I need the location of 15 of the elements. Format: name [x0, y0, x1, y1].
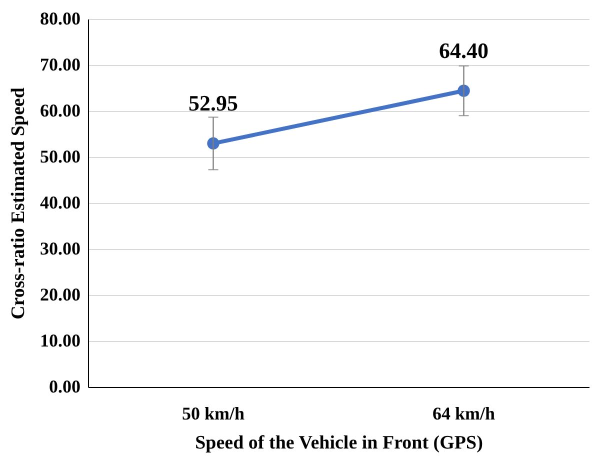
x-tick-label: 64 km/h	[432, 404, 496, 424]
data-label: 52.95	[188, 90, 238, 116]
y-axis-title: Cross-ratio Estimated Speed	[8, 87, 29, 320]
y-tick-label: 40.00	[40, 192, 80, 212]
x-axis-title: Speed of the Vehicle in Front (GPS)	[195, 432, 483, 454]
data-label: 64.40	[439, 38, 488, 63]
y-tick-label: 10.00	[40, 330, 80, 350]
y-tick-label: 70.00	[40, 54, 80, 74]
y-tick-label: 20.00	[40, 284, 80, 304]
y-tick-label: 0.00	[49, 376, 80, 396]
y-tick-label: 60.00	[40, 100, 80, 120]
y-tick-label: 30.00	[40, 238, 80, 258]
x-tick-label: 50 km/h	[182, 404, 245, 424]
y-tick-label: 50.00	[40, 146, 80, 166]
y-tick-label: 80.00	[40, 8, 80, 28]
